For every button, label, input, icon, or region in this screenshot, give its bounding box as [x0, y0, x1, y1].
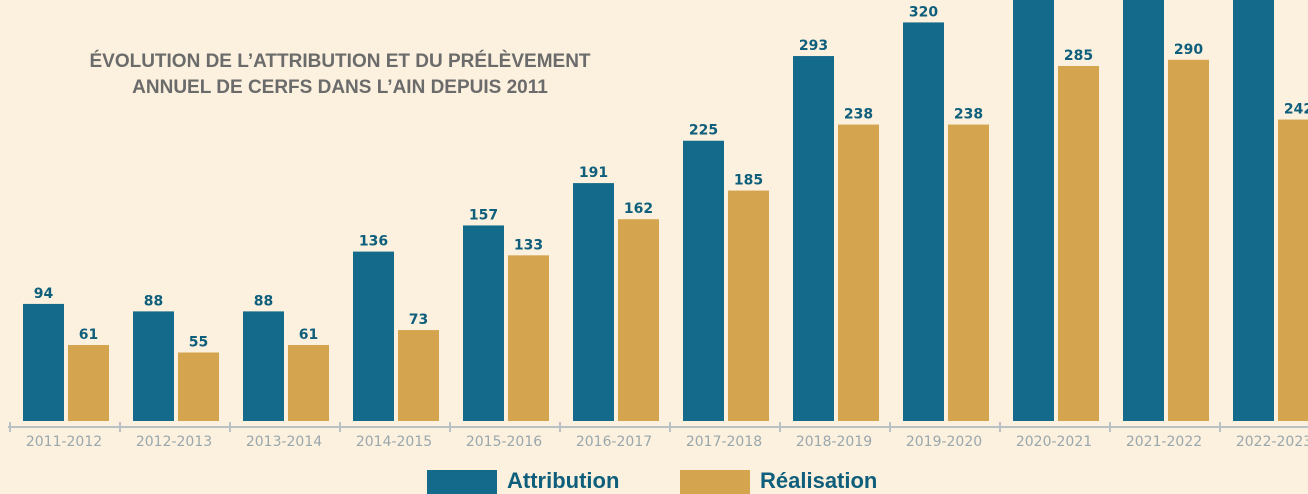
value-label: 133: [514, 237, 543, 253]
x-tick-label: 2021-2022: [1126, 434, 1202, 450]
value-label: 88: [254, 293, 273, 309]
bar: [683, 140, 724, 421]
legend-swatch: [680, 470, 750, 494]
x-tick-label: 2017-2018: [686, 434, 762, 450]
legend-swatch: [427, 470, 497, 494]
bar: [1168, 59, 1209, 421]
bar: [838, 124, 879, 421]
x-tick-label: 2018-2019: [796, 434, 872, 450]
bar: [68, 345, 109, 421]
bar: [23, 303, 64, 421]
value-label: 242: [1284, 102, 1308, 118]
bar: [243, 311, 284, 421]
bar: [903, 22, 944, 422]
x-tick-label: 2016-2017: [576, 434, 652, 450]
x-tick-label: 2019-2020: [906, 434, 982, 450]
value-label: 238: [954, 107, 983, 123]
value-label: 73: [409, 312, 428, 328]
x-tick-label: 2015-2016: [466, 434, 542, 450]
bar: [178, 352, 219, 421]
value-label: 61: [299, 327, 318, 343]
bar: [288, 345, 329, 421]
value-label: 94: [34, 286, 54, 302]
value-label: 225: [689, 123, 718, 139]
legend-label: Réalisation: [760, 468, 877, 493]
bar: [1058, 66, 1099, 421]
bar: [948, 124, 989, 421]
value-label: 238: [844, 107, 873, 123]
bar: [133, 311, 174, 421]
bar: [793, 56, 834, 422]
bar: [1013, 0, 1054, 421]
bar: [1278, 119, 1308, 421]
x-tick-label: 2013-2014: [246, 434, 322, 450]
value-label: 55: [189, 334, 208, 350]
bar: [508, 255, 549, 421]
bar: [618, 219, 659, 421]
bar: [1233, 0, 1274, 422]
value-label: 290: [1174, 42, 1203, 58]
bar: [463, 225, 504, 421]
value-label: 61: [79, 327, 98, 343]
value-label: 293: [799, 38, 828, 54]
value-label: 157: [469, 207, 498, 223]
value-label: 185: [734, 173, 763, 189]
chart-title: ÉVOLUTION DE L’ATTRIBUTION ET DU PRÉLÈVE…: [89, 50, 590, 72]
value-label: 88: [144, 293, 163, 309]
value-label: 191: [579, 165, 608, 181]
legend-label: Attribution: [507, 468, 619, 493]
bar: [728, 190, 769, 421]
value-label: 162: [624, 201, 653, 217]
value-label: 136: [359, 234, 388, 250]
x-tick-label: 2022-2023: [1236, 434, 1308, 450]
bar: [573, 183, 614, 421]
x-tick-label: 2020-2021: [1016, 434, 1092, 450]
x-tick-label: 2012-2013: [136, 434, 212, 450]
bar: [1123, 0, 1164, 422]
x-tick-label: 2014-2015: [356, 434, 432, 450]
value-label: 285: [1064, 48, 1093, 64]
value-label: 320: [909, 4, 938, 20]
bar: [398, 330, 439, 421]
chart-title: ANNUEL DE CERFS DANS L’AIN DEPUIS 2011: [132, 77, 548, 98]
bar: [353, 251, 394, 421]
x-tick-label: 2011-2012: [26, 434, 102, 450]
